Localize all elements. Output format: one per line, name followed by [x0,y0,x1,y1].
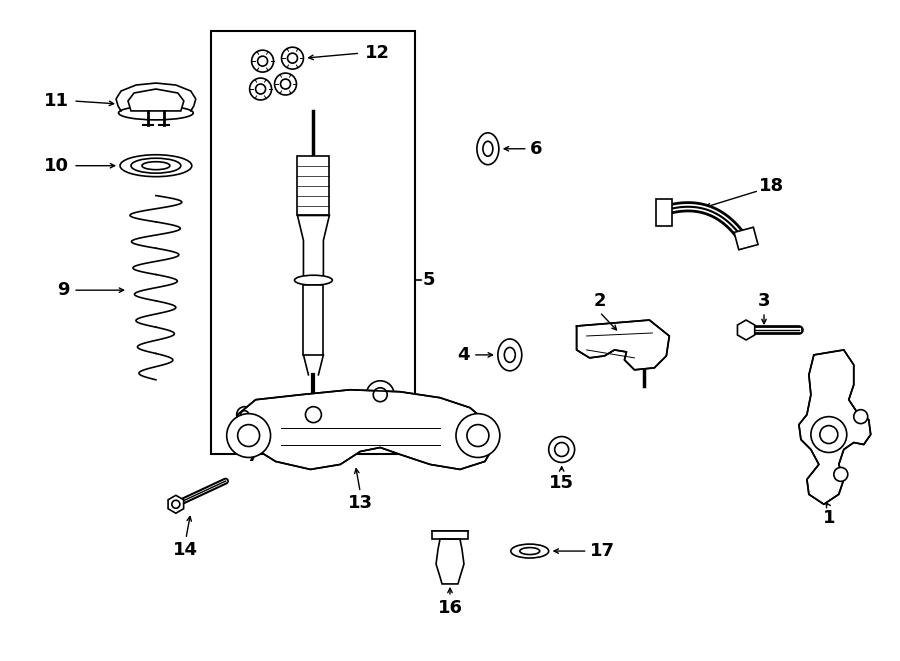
Bar [656,198,672,227]
Ellipse shape [119,106,194,120]
Polygon shape [128,89,184,111]
Text: 8: 8 [374,422,386,441]
Circle shape [282,47,303,69]
Polygon shape [436,539,464,584]
Text: 5: 5 [423,271,436,290]
Circle shape [240,410,248,418]
Text: 16: 16 [437,599,463,617]
Text: 18: 18 [759,176,784,194]
Ellipse shape [477,133,499,165]
Circle shape [256,84,266,94]
Circle shape [456,414,500,457]
Text: 10: 10 [44,157,69,175]
Text: 15: 15 [549,475,574,492]
Circle shape [811,416,847,453]
Circle shape [374,388,387,402]
Ellipse shape [120,155,192,176]
Circle shape [554,442,569,457]
Bar [432,531,468,539]
Ellipse shape [520,547,540,555]
Circle shape [549,436,574,463]
Text: 4: 4 [457,346,470,364]
Circle shape [287,53,298,63]
Text: 11: 11 [44,92,69,110]
Circle shape [252,50,274,72]
Circle shape [238,424,259,447]
Circle shape [467,424,489,447]
Circle shape [833,467,848,481]
Bar [298,156,329,215]
Circle shape [172,500,180,508]
Polygon shape [577,320,670,370]
Circle shape [257,56,267,66]
Ellipse shape [294,275,332,285]
Polygon shape [298,215,329,280]
Text: 2: 2 [593,292,606,310]
Circle shape [366,381,394,408]
Text: 9: 9 [57,281,69,299]
Ellipse shape [131,158,181,173]
Ellipse shape [504,348,516,362]
Text: 6: 6 [530,139,543,158]
Circle shape [281,79,291,89]
Circle shape [249,78,272,100]
Text: 17: 17 [590,542,615,560]
Circle shape [295,397,331,432]
Text: 7: 7 [247,447,259,465]
Circle shape [237,407,253,422]
Ellipse shape [142,162,170,170]
Text: 1: 1 [823,509,835,527]
Text: 12: 12 [365,44,391,62]
Ellipse shape [498,339,522,371]
Circle shape [820,426,838,444]
Circle shape [854,410,868,424]
Bar [734,227,758,250]
Polygon shape [799,350,870,504]
Bar [303,285,323,355]
Ellipse shape [483,141,493,156]
Text: 14: 14 [174,541,198,559]
Bar [211,31,415,455]
Circle shape [227,414,271,457]
Circle shape [305,407,321,422]
Polygon shape [238,390,495,469]
Circle shape [274,73,296,95]
Text: 3: 3 [758,292,770,310]
Ellipse shape [511,544,549,558]
Text: 13: 13 [347,494,373,512]
